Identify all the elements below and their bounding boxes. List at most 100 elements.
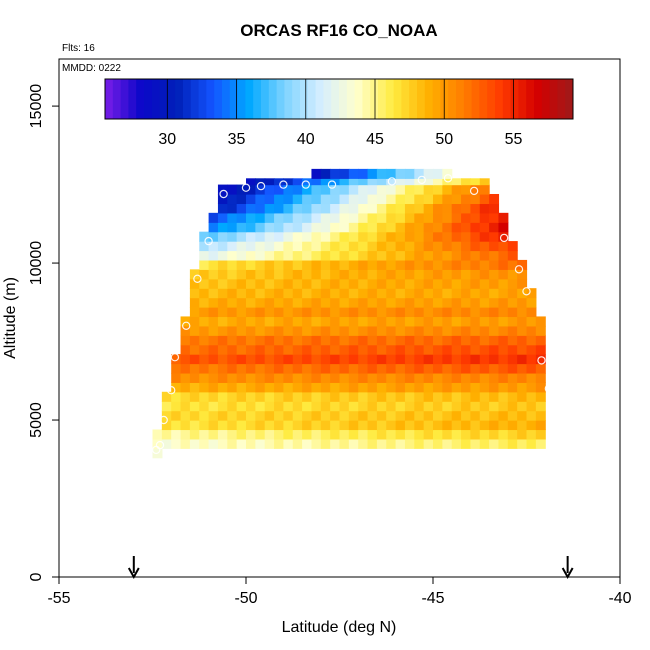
heatmap-cell	[404, 325, 415, 336]
heatmap-cell	[461, 203, 471, 214]
y-tick-label: 0	[28, 572, 45, 581]
heatmap-cell	[199, 307, 210, 318]
heatmap-cell	[246, 410, 256, 421]
heatmap-cell	[489, 203, 500, 214]
heatmap-cell	[348, 168, 359, 179]
heatmap-cell	[395, 231, 406, 242]
heatmap-cell	[358, 363, 369, 374]
heatmap-cell	[526, 438, 537, 449]
heatmap-cell	[470, 363, 481, 374]
heatmap-cell	[255, 344, 266, 355]
heatmap-cell	[330, 259, 341, 270]
heatmap-cell	[479, 372, 490, 383]
heatmap-cell	[535, 410, 546, 421]
heatmap-cell	[423, 420, 434, 431]
heatmap-cell	[199, 278, 210, 289]
heatmap-cell	[423, 178, 434, 186]
heatmap-cell	[414, 316, 425, 327]
heatmap-cell	[386, 178, 397, 186]
heatmap-cell	[404, 307, 415, 318]
heatmap-cell	[320, 420, 331, 431]
heatmap-cell	[320, 344, 331, 355]
heatmap-cell	[302, 212, 313, 223]
heatmap-cell	[479, 278, 490, 289]
heatmap-cell	[479, 335, 490, 346]
heatmap-cell	[479, 438, 490, 449]
sample-point	[387, 177, 397, 186]
heatmap-cell	[442, 288, 453, 299]
heatmap-cell	[442, 429, 453, 440]
heatmap-cell	[339, 325, 350, 336]
heatmap-cell	[339, 250, 350, 261]
heatmap-cell	[339, 354, 350, 365]
colorbar-segment	[370, 79, 379, 119]
heatmap-cell	[227, 307, 238, 318]
heatmap-cell	[311, 184, 322, 195]
heatmap-cell	[199, 420, 210, 431]
heatmap-cell	[283, 269, 294, 280]
heatmap-cell	[433, 178, 443, 186]
heatmap-cell	[339, 401, 350, 412]
heatmap-cell	[255, 438, 266, 449]
heatmap-cell	[264, 316, 275, 327]
heatmap-cell	[433, 344, 443, 355]
heatmap-cell	[311, 193, 322, 205]
heatmap-cell	[442, 391, 453, 402]
heatmap-cell	[348, 193, 359, 205]
heatmap-cell	[348, 363, 359, 374]
heatmap-cell	[526, 382, 537, 393]
heatmap-cell	[302, 193, 313, 205]
heatmap-cell	[358, 193, 369, 205]
heatmap-cell	[376, 231, 387, 242]
heatmap-cell	[264, 178, 275, 186]
heatmap-cell	[302, 401, 313, 412]
heatmap-cell	[451, 259, 462, 270]
heatmap-cell	[498, 420, 509, 431]
heatmap-cell	[358, 354, 369, 365]
heatmap-cell	[227, 335, 238, 346]
heatmap-cell	[404, 212, 415, 223]
heatmap-cell	[507, 372, 518, 383]
colorbar-segment	[495, 79, 504, 119]
heatmap-cell	[208, 250, 219, 261]
heatmap-cell	[348, 391, 359, 402]
heatmap-cell	[442, 410, 453, 421]
heatmap-cell	[199, 241, 210, 252]
colorbar-tick-label: 40	[297, 131, 315, 148]
heatmap-cell	[367, 212, 378, 223]
sample-point	[181, 321, 191, 330]
heatmap-cell	[423, 401, 434, 412]
heatmap-cell	[479, 222, 490, 233]
heatmap-cell	[348, 438, 359, 449]
heatmap-cell	[236, 193, 247, 205]
heatmap-cell	[358, 401, 369, 412]
heatmap-cell	[433, 259, 443, 270]
heatmap-cell	[236, 420, 247, 431]
colorbar-segment	[362, 79, 371, 119]
heatmap-cell	[311, 259, 322, 270]
heatmap-cell	[255, 278, 266, 289]
heatmap-cell	[302, 354, 313, 365]
heatmap-cell	[180, 410, 191, 421]
heatmap-cell	[339, 335, 350, 346]
heatmap-cell	[404, 193, 415, 205]
heatmap-cell	[404, 372, 415, 383]
heatmap-cell	[255, 372, 266, 383]
heatmap-cell	[227, 241, 238, 252]
heatmap-cell	[423, 429, 434, 440]
colorbar-segment	[315, 79, 324, 119]
heatmap-cell	[526, 410, 537, 421]
heatmap-cell	[498, 278, 509, 289]
heatmap-cell	[517, 344, 528, 355]
heatmap-cell	[517, 297, 528, 308]
heatmap-cell	[414, 269, 425, 280]
heatmap-cell	[442, 168, 453, 179]
heatmap-cell	[404, 438, 415, 449]
heatmap-cell	[386, 372, 397, 383]
heatmap-cell	[236, 372, 247, 383]
heatmap-cell	[535, 344, 546, 355]
colorbar-segment	[526, 79, 535, 119]
heatmap-cell	[264, 438, 275, 449]
heatmap-cell	[414, 307, 425, 318]
heatmap-cell	[302, 297, 313, 308]
